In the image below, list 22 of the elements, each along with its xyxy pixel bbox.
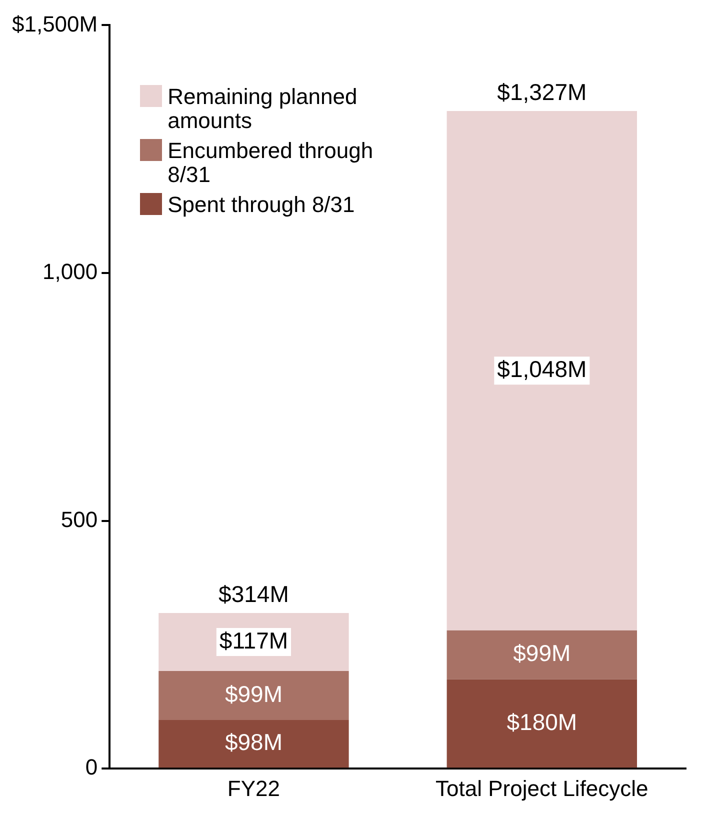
legend-label: Remaining planned amounts [168, 84, 358, 134]
data-label: $117M [219, 627, 288, 654]
y-tick-label: 1,000 [42, 259, 98, 284]
bar [446, 679, 638, 768]
data-label: $180M [506, 708, 578, 735]
bar [446, 110, 638, 630]
y-tick-label: 500 [60, 506, 98, 532]
y-tick-label: 0 [85, 754, 98, 780]
data-label: $1,048M [497, 356, 587, 382]
bar [158, 670, 349, 720]
x-tick-label: Total Project Lifecycle [436, 776, 648, 801]
total-label: $1,327M [497, 78, 587, 105]
y-tick-label: $1,500M [12, 11, 98, 36]
data-label: $99M [224, 680, 282, 707]
bar [446, 630, 638, 680]
total-label: $314M [218, 580, 289, 607]
x-tick-label: FY22 [227, 776, 280, 801]
legend-label: Spent through 8/31 [168, 192, 355, 218]
data-label: $98M [224, 729, 282, 756]
bar [158, 720, 349, 768]
legend-label: Encumbered through 8/31 [168, 138, 374, 188]
data-label: $99M [513, 640, 571, 666]
